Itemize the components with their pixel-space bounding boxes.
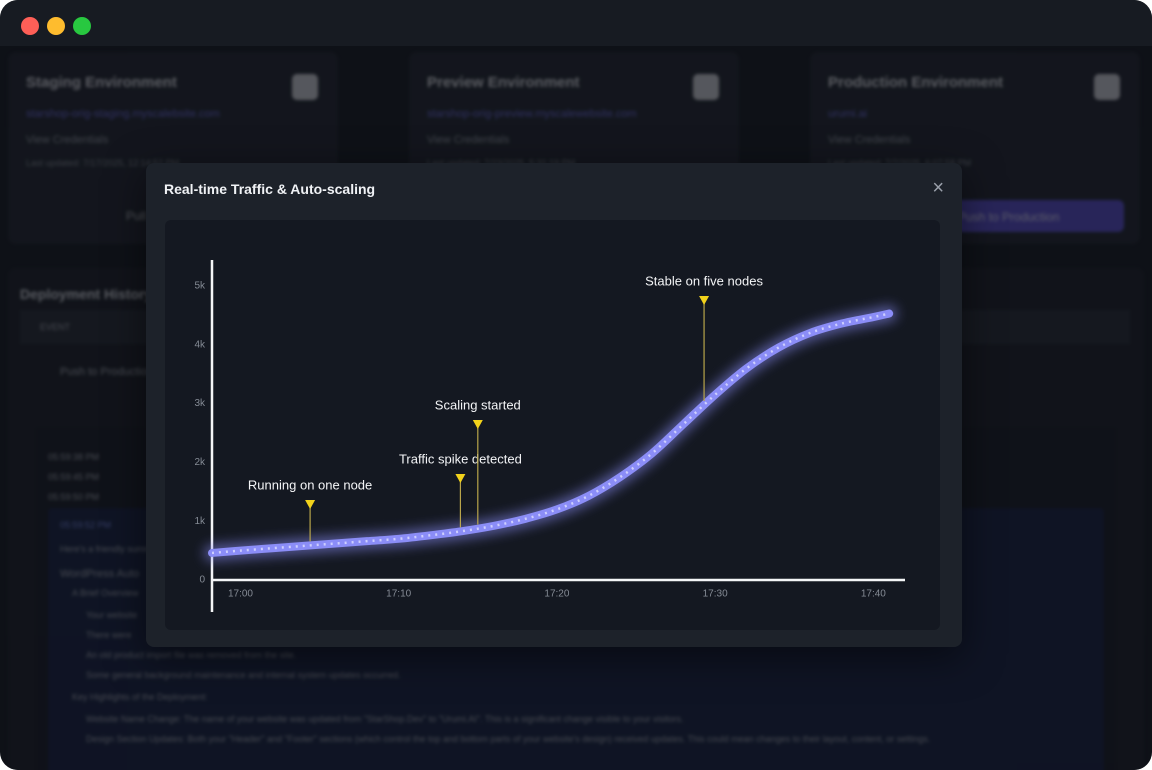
annotation-label: Traffic spike detected bbox=[399, 451, 522, 466]
chart-panel bbox=[165, 220, 940, 630]
report-line: There were bbox=[86, 630, 132, 640]
annotation-marker bbox=[455, 474, 466, 483]
report-time: 05:59:52 PM bbox=[60, 520, 112, 530]
card-icon[interactable] bbox=[693, 74, 719, 100]
annotation-label: Stable on five nodes bbox=[645, 273, 763, 288]
x-tick-label: 17:30 bbox=[703, 589, 728, 600]
modal-close[interactable]: × bbox=[932, 177, 944, 199]
report-line: Design Section Updates: Both your "Heade… bbox=[86, 734, 931, 744]
line bbox=[208, 309, 894, 557]
x-tick-label: 17:20 bbox=[544, 589, 569, 600]
card-url[interactable]: urumi.ai bbox=[828, 108, 868, 120]
y-tick-label: 2k bbox=[194, 457, 206, 468]
log-time: 05:59:38 PM bbox=[48, 452, 100, 462]
modal-title: Real-time Traffic & Auto-scaling bbox=[164, 181, 376, 197]
report-line: Your website bbox=[86, 610, 138, 620]
card-title: Preview Environment bbox=[427, 74, 580, 91]
annotation-marker bbox=[305, 500, 316, 509]
annotation-label: Scaling started bbox=[435, 397, 521, 412]
report-line: Website Name Change: The name of your we… bbox=[86, 714, 684, 724]
card-title: Staging Environment bbox=[26, 74, 177, 91]
history-row[interactable]: Push to Production bbox=[60, 366, 153, 378]
last-updated: Last updated: 7/17/2025, 12:14:52 PM bbox=[26, 158, 180, 168]
y-tick-label: 3k bbox=[194, 398, 206, 409]
view-credentials[interactable]: View Credentials bbox=[427, 134, 510, 146]
history-title: Deployment History bbox=[20, 286, 153, 302]
card-icon[interactable] bbox=[292, 74, 318, 100]
y-tick-label: 0 bbox=[199, 575, 205, 586]
card-url[interactable]: starshop-orig-preview.myscalewebsite.com bbox=[427, 108, 637, 120]
pull-button[interactable]: Pull bbox=[126, 209, 147, 223]
line-glow bbox=[204, 305, 898, 561]
report-line: Here's a friendly summary bbox=[60, 544, 165, 554]
report-line: An old product import file was removed f… bbox=[86, 650, 297, 660]
x-tick-label: 17:10 bbox=[386, 589, 411, 600]
report-line: A Brief Overview bbox=[72, 588, 139, 598]
log-time: 05:59:50 PM bbox=[48, 492, 100, 502]
log-time: 05:59:45 PM bbox=[48, 472, 100, 482]
column-header: EVENT bbox=[40, 322, 71, 332]
close-button[interactable] bbox=[21, 17, 39, 35]
report-line: Key Highlights of the Deployment: bbox=[72, 692, 208, 702]
y-tick-label: 4k bbox=[194, 339, 206, 350]
card-title: Production Environment bbox=[828, 74, 1004, 91]
push-label: Push to Production bbox=[958, 210, 1060, 224]
card-icon[interactable] bbox=[1094, 74, 1120, 100]
x-tick-label: 17:40 bbox=[861, 589, 886, 600]
title-bar bbox=[0, 0, 1152, 46]
maximize-button[interactable] bbox=[73, 17, 91, 35]
modal: Real-time Traffic & Auto-scaling × bbox=[146, 163, 962, 647]
report-line: WordPress Auto bbox=[60, 568, 140, 580]
y-tick-label: 1k bbox=[194, 516, 206, 527]
view-credentials[interactable]: View Credentials bbox=[828, 134, 911, 146]
annotation-marker bbox=[472, 420, 483, 429]
report-line: Some general background maintenance and … bbox=[86, 670, 401, 680]
annotation-marker bbox=[699, 296, 710, 305]
annotation-label: Running on one node bbox=[248, 477, 372, 492]
y-tick-label: 5k bbox=[194, 281, 206, 292]
view-credentials[interactable]: View Credentials bbox=[26, 134, 109, 146]
x-tick-label: 17:00 bbox=[228, 589, 253, 600]
minimize-button[interactable] bbox=[47, 17, 65, 35]
card-url[interactable]: starshop-orig-staging.myscalebsite.com bbox=[26, 108, 220, 120]
